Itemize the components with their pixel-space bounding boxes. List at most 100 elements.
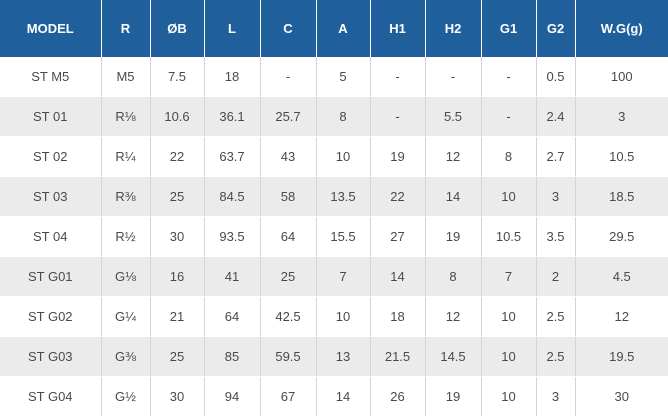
cell-model: ST M5 — [0, 57, 102, 97]
header-h2: H2 — [425, 0, 482, 57]
cell-h1: 26 — [370, 376, 426, 417]
cell-h2: 8 — [425, 256, 482, 297]
cell-weight: 4.5 — [575, 256, 668, 297]
cell-a: 10 — [316, 136, 371, 177]
table-row: ST 01 R⅛ 10.6 36.1 25.7 8-5.5-2.4 3 — [0, 96, 668, 137]
cell-weight: 12 — [575, 296, 668, 337]
cell-g1: 10 — [481, 336, 537, 377]
cell-c: 58 — [260, 176, 317, 217]
table-body: ST M5 M5 7.5 18-5- - -0.5 100 ST 01 R⅛ 10.6 36.1 25… — [0, 57, 668, 417]
cell-l: 64 — [204, 296, 261, 337]
cell-g1: 10.5 — [481, 216, 537, 257]
cell-h1: 19 — [370, 136, 426, 177]
cell-h1: 21.5 — [370, 336, 426, 377]
cell-c: - — [260, 57, 317, 97]
cell-c: 59.5 — [260, 336, 317, 377]
cell-g2: 3 — [536, 376, 576, 417]
cell-r: R¼ — [101, 136, 151, 177]
cell-diameter-b: 30 — [150, 376, 205, 417]
table-header-row: MODEL R ØB L C A H1 H2 G1 G2 W.G(g) — [0, 0, 668, 57]
cell-a: 14 — [316, 376, 371, 417]
header-weight: W.G(g) — [575, 0, 668, 57]
cell-h2: - — [425, 57, 482, 97]
cell-l: 85 — [204, 336, 261, 377]
cell-diameter-b: 16 — [150, 256, 205, 297]
cell-a: 8 — [316, 96, 371, 137]
cell-weight: 29.5 — [575, 216, 668, 257]
cell-model: ST G03 — [0, 336, 102, 377]
cell-diameter-b: 30 — [150, 216, 205, 257]
table-row: ST G04 G½ 30 94 67 14 26 19 10 3 30 — [0, 376, 668, 417]
cell-diameter-b: 22 — [150, 136, 205, 177]
cell-l: 84.5 — [204, 176, 261, 217]
cell-r: R⅜ — [101, 176, 151, 217]
header-g1: G1 — [481, 0, 537, 57]
cell-c: 42.5 — [260, 296, 317, 337]
cell-h2: 14 — [425, 176, 482, 217]
table-row: ST 04 R½ 30 93.5 64 15.5 27 19 10.5 3.5 29.5 — [0, 216, 668, 257]
cell-r: G⅛ — [101, 256, 151, 297]
header-model: MODEL — [0, 0, 102, 57]
cell-g2: 2.5 — [536, 336, 576, 377]
cell-h1: 22 — [370, 176, 426, 217]
cell-diameter-b: 21 — [150, 296, 205, 337]
cell-g1: 10 — [481, 176, 537, 217]
cell-r: G¼ — [101, 296, 151, 337]
cell-model: ST G04 — [0, 376, 102, 417]
cell-a: 13 — [316, 336, 371, 377]
cell-weight: 100 — [575, 57, 668, 97]
cell-l: 36.1 — [204, 96, 261, 137]
cell-g2: 0.5 — [536, 57, 576, 97]
cell-g1: - — [481, 57, 537, 97]
cell-a: 5 — [316, 57, 371, 97]
cell-weight: 19.5 — [575, 336, 668, 377]
cell-r: M5 — [101, 57, 151, 97]
table-row: ST G01 G⅛ 16 41 25 7 14 8 7 2 4.5 — [0, 256, 668, 297]
cell-l: 18 — [204, 57, 261, 97]
cell-a: 10 — [316, 296, 371, 337]
table-row: ST G02 G¼ 21 64 42.5 10 18 12 10 2.5 12 — [0, 296, 668, 337]
header-r: R — [101, 0, 151, 57]
cell-diameter-b: 25 — [150, 176, 205, 217]
cell-l: 93.5 — [204, 216, 261, 257]
header-l: L — [204, 0, 261, 57]
cell-h2: 5.5 — [425, 96, 482, 137]
cell-r: G⅜ — [101, 336, 151, 377]
cell-c: 43 — [260, 136, 317, 177]
cell-g1: 10 — [481, 376, 537, 417]
cell-g1: 8 — [481, 136, 537, 177]
cell-l: 41 — [204, 256, 261, 297]
cell-g2: 2 — [536, 256, 576, 297]
cell-diameter-b: 10.6 — [150, 96, 205, 137]
cell-h1: 14 — [370, 256, 426, 297]
table-row: ST G03 G⅜ 25 85 59.5 13 21.5 14.5 10 2.5 19.5 — [0, 336, 668, 377]
cell-h2: 19 — [425, 216, 482, 257]
table-row: ST M5 M5 7.5 18-5- - -0.5 100 — [0, 57, 668, 97]
cell-model: ST G01 — [0, 256, 102, 297]
header-a: A — [316, 0, 371, 57]
cell-model: ST 04 — [0, 216, 102, 257]
cell-diameter-b: 7.5 — [150, 57, 205, 97]
cell-c: 67 — [260, 376, 317, 417]
cell-model: ST G02 — [0, 296, 102, 337]
cell-g1: - — [481, 96, 537, 137]
cell-diameter-b: 25 — [150, 336, 205, 377]
cell-g2: 3 — [536, 176, 576, 217]
cell-h1: - — [370, 96, 426, 137]
cell-model: ST 01 — [0, 96, 102, 137]
header-h1: H1 — [370, 0, 426, 57]
table-row: ST 02 R¼ 22 63.7 43 10 19 12 8 2.7 10.5 — [0, 136, 668, 177]
cell-g2: 3.5 — [536, 216, 576, 257]
header-c: C — [260, 0, 317, 57]
cell-h1: 18 — [370, 296, 426, 337]
cell-r: R½ — [101, 216, 151, 257]
cell-l: 63.7 — [204, 136, 261, 177]
cell-h2: 19 — [425, 376, 482, 417]
cell-h1: - — [370, 57, 426, 97]
cell-weight: 18.5 — [575, 176, 668, 217]
cell-model: ST 03 — [0, 176, 102, 217]
header-g2: G2 — [536, 0, 576, 57]
cell-c: 64 — [260, 216, 317, 257]
cell-weight: 3 — [575, 96, 668, 137]
